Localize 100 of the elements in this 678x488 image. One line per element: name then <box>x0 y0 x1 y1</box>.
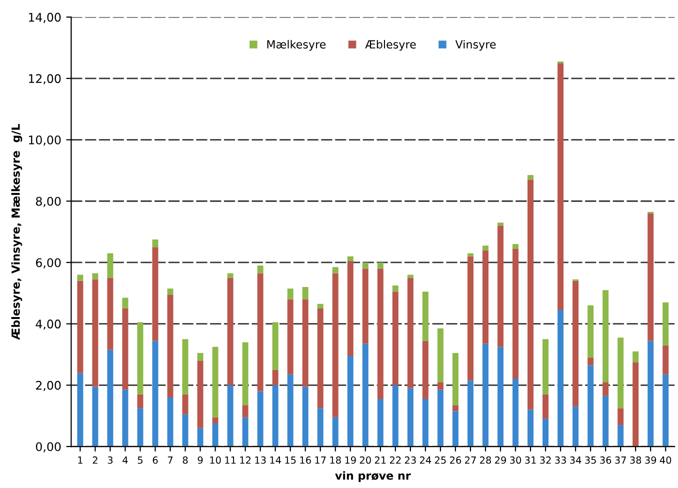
bar <box>272 385 278 447</box>
bar <box>662 374 669 447</box>
bar <box>648 340 654 447</box>
bar <box>602 396 609 447</box>
bar <box>347 256 354 261</box>
bar <box>227 278 234 386</box>
bar <box>347 260 354 356</box>
bar <box>272 370 278 386</box>
x-tick-label: 24 <box>420 456 432 464</box>
bar <box>182 394 188 414</box>
bar <box>528 180 534 410</box>
bar <box>528 175 534 180</box>
legend-label: Mælkesyre <box>267 40 326 51</box>
x-tick-label: 28 <box>480 456 491 464</box>
bar <box>422 340 428 399</box>
x-tick-label: 35 <box>585 456 596 464</box>
bar <box>662 302 669 346</box>
bar <box>467 380 474 447</box>
x-tick-label: 33 <box>555 456 566 464</box>
x-tick-label: 19 <box>345 456 356 464</box>
bar <box>197 352 204 361</box>
bar <box>227 385 234 447</box>
x-tick-label: 17 <box>315 456 326 464</box>
bar <box>482 246 488 250</box>
y-axis-title: Æblesyre, Vinsyre, Mælkesyre g/L <box>11 124 22 340</box>
bar <box>572 280 579 407</box>
y-tick-label: 4,00 <box>36 320 61 330</box>
bar <box>467 253 474 256</box>
bar <box>497 222 504 226</box>
bar <box>167 294 174 398</box>
x-tick-label: 2 <box>92 456 98 464</box>
x-tick-label: 5 <box>138 456 142 464</box>
bar <box>407 388 414 447</box>
bar <box>422 398 428 447</box>
bar <box>152 247 158 341</box>
bar <box>287 374 294 447</box>
bar <box>212 424 218 447</box>
bar <box>392 292 398 386</box>
x-tick-label: 4 <box>122 456 128 464</box>
bar <box>482 250 488 344</box>
x-tick-label: 1 <box>78 456 82 464</box>
bar <box>332 417 338 447</box>
bar <box>317 408 324 447</box>
bar <box>407 274 414 278</box>
x-tick-label: 8 <box>182 456 188 464</box>
bar <box>362 344 368 447</box>
x-tick-label: 3 <box>108 456 113 464</box>
bar <box>542 394 549 419</box>
legend-label: Vinsyre <box>455 40 496 51</box>
x-tick-label: 10 <box>210 456 221 464</box>
bar <box>227 273 234 278</box>
bar <box>618 338 624 408</box>
y-tick-label: 12,00 <box>28 74 61 84</box>
x-tick-label: 40 <box>660 456 672 464</box>
bar <box>347 356 354 447</box>
bar <box>618 408 624 426</box>
bar <box>437 390 444 447</box>
x-tick-label: 26 <box>450 456 462 464</box>
bar <box>362 262 368 269</box>
bar <box>542 418 549 447</box>
bar <box>107 278 114 350</box>
x-tick-label: 30 <box>510 456 522 464</box>
bar <box>257 391 264 447</box>
bar <box>512 244 518 249</box>
bar <box>377 262 384 269</box>
bar <box>452 411 458 447</box>
bar <box>497 226 504 347</box>
x-tick-label: 39 <box>645 456 656 464</box>
bar <box>602 290 609 382</box>
bar <box>618 425 624 447</box>
bar <box>257 266 264 274</box>
bar <box>257 273 264 392</box>
x-tick-label: 14 <box>270 456 281 464</box>
bar <box>272 322 278 370</box>
x-tick-label: 25 <box>434 456 446 464</box>
bar <box>632 362 639 447</box>
bar <box>452 352 458 406</box>
x-tick-label: 9 <box>198 456 203 464</box>
bar <box>512 248 518 380</box>
bar <box>242 405 248 418</box>
bar <box>212 417 218 424</box>
bar <box>242 417 248 447</box>
x-tick-label: 31 <box>525 456 536 464</box>
bar <box>528 410 534 447</box>
bar <box>107 350 114 447</box>
bar <box>287 299 294 374</box>
bar <box>197 428 204 447</box>
bar <box>377 268 384 399</box>
bar <box>152 239 158 248</box>
bar <box>407 278 414 388</box>
bar <box>92 279 98 387</box>
bar <box>648 213 654 341</box>
bar <box>662 345 669 374</box>
bar <box>92 273 98 280</box>
x-tick-label: 37 <box>615 456 626 464</box>
bar <box>77 372 84 447</box>
bar <box>152 340 158 447</box>
bar <box>558 310 564 447</box>
x-tick-label: 29 <box>495 456 506 464</box>
bar <box>137 394 144 408</box>
